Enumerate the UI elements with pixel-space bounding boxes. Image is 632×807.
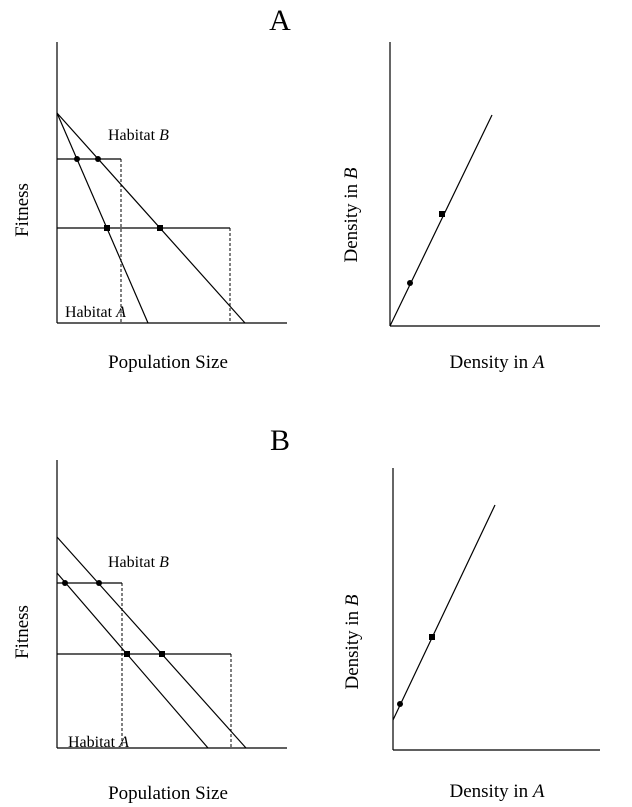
text: A bbox=[531, 781, 545, 802]
panel-a-left: Habitat B Habitat A Fitness Population S… bbox=[12, 42, 287, 373]
point bbox=[397, 701, 403, 707]
habitat-a-line bbox=[56, 112, 149, 324]
panel-b-right: Density in B Density in A bbox=[342, 468, 600, 802]
habitat-b-line bbox=[56, 112, 246, 324]
y-label: Density in B bbox=[341, 167, 362, 262]
x-label: Density in A bbox=[450, 352, 545, 373]
panel-label: B bbox=[270, 424, 290, 457]
habitat-label: Habitat A bbox=[65, 304, 126, 321]
point bbox=[124, 651, 130, 657]
point bbox=[62, 580, 68, 586]
y-label: Fitness bbox=[12, 605, 33, 659]
point bbox=[159, 651, 165, 657]
text: Habitat bbox=[65, 304, 116, 321]
text: Density in bbox=[450, 352, 533, 373]
text: A bbox=[115, 304, 126, 321]
text: B bbox=[159, 127, 169, 144]
panel-a-right: Density in B Density in A bbox=[341, 42, 600, 373]
point bbox=[439, 211, 445, 217]
x-label: Population Size bbox=[108, 352, 228, 373]
x-label: Density in A bbox=[450, 781, 545, 802]
text: A bbox=[531, 352, 545, 373]
point bbox=[74, 156, 80, 162]
point bbox=[157, 225, 163, 231]
point bbox=[407, 280, 413, 286]
y-label: Fitness bbox=[12, 183, 33, 237]
density-line bbox=[389, 114, 493, 327]
text: Habitat bbox=[108, 127, 159, 144]
text: Habitat bbox=[108, 554, 159, 571]
point bbox=[95, 156, 101, 162]
text: Habitat bbox=[68, 734, 119, 751]
x-label: Population Size bbox=[108, 783, 228, 804]
y-label: Density in B bbox=[342, 594, 363, 689]
text: Density in bbox=[450, 781, 533, 802]
panel-label: A bbox=[269, 4, 291, 37]
point bbox=[429, 634, 435, 640]
habitat-label: Habitat B bbox=[108, 127, 169, 144]
habitat-label: Habitat A bbox=[68, 734, 129, 751]
text: A bbox=[118, 734, 129, 751]
density-line bbox=[392, 504, 496, 721]
point bbox=[104, 225, 110, 231]
text: B bbox=[341, 167, 362, 179]
text: Density in bbox=[342, 606, 363, 689]
habitat-a-line bbox=[56, 572, 209, 749]
point bbox=[96, 580, 102, 586]
text: B bbox=[342, 594, 363, 606]
panel-b-left: Habitat B Habitat A Fitness Population S… bbox=[12, 460, 287, 804]
text: B bbox=[159, 554, 169, 571]
habitat-b-line bbox=[56, 536, 247, 749]
text: Density in bbox=[341, 179, 362, 262]
habitat-label: Habitat B bbox=[108, 554, 169, 571]
